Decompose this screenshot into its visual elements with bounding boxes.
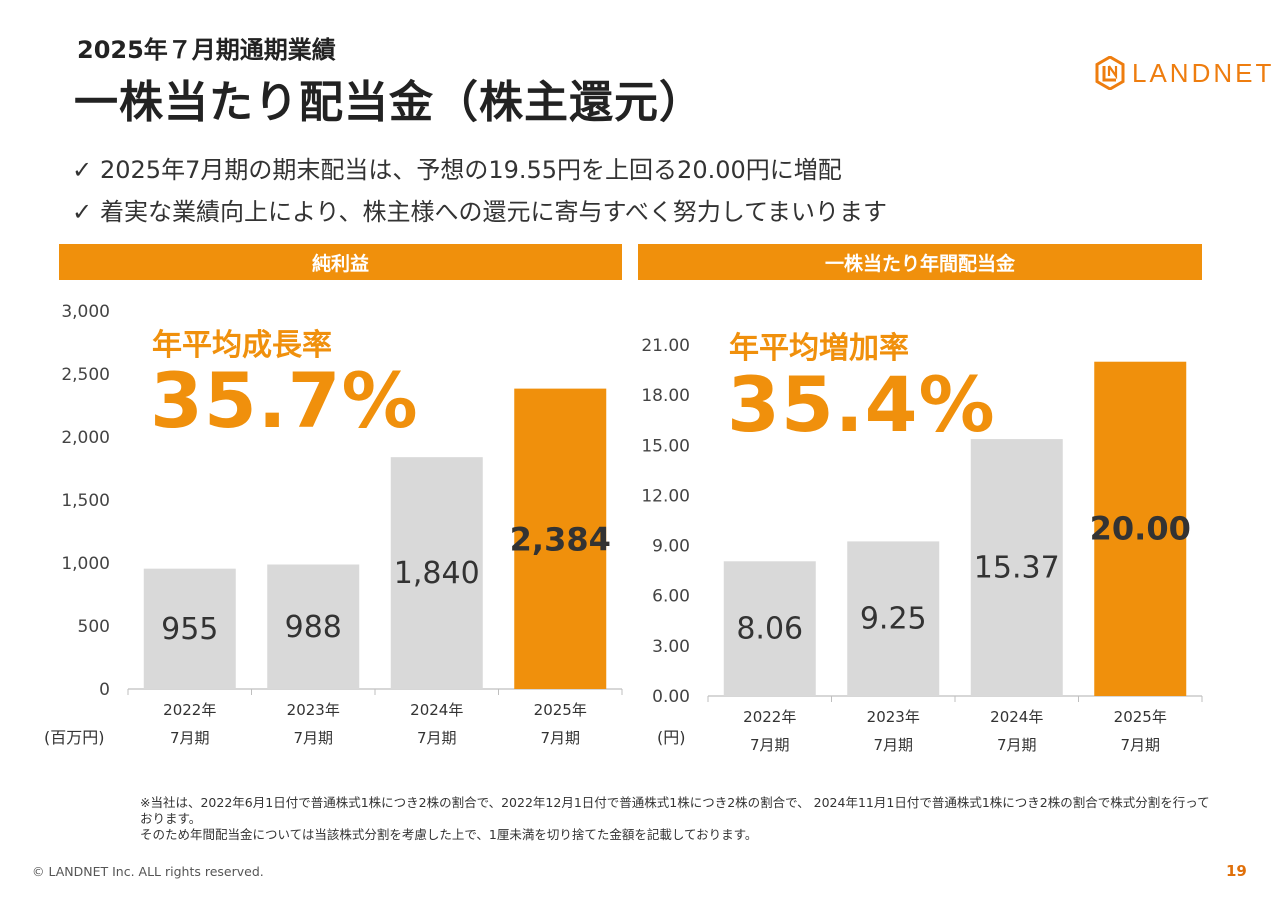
y-tick-label: 1,000 <box>61 554 110 574</box>
check-icon: ✓ <box>72 198 93 226</box>
y-tick-label: 12.00 <box>641 486 690 506</box>
growth-rate-label: 年平均成長率 <box>152 328 332 363</box>
bar-value-label: 9.25 <box>860 602 927 637</box>
x-category-label: 2023年 <box>287 701 340 719</box>
y-tick-label: 9.00 <box>652 537 690 557</box>
bar-value-label: 2,384 <box>510 521 611 559</box>
y-tick-label: 15.00 <box>641 436 690 456</box>
landnet-logo-icon <box>1095 56 1125 90</box>
copyright: © LANDNET Inc. ALL rights reserved. <box>32 864 264 879</box>
bar <box>970 439 1063 696</box>
increase-rate-label: 年平均増加率 <box>729 331 909 366</box>
y-tick-label: 6.00 <box>652 587 690 607</box>
dividend-chart-svg: 0.00 3.00 6.00 9.00 12.00 15.00 18.00 21.00 8.06… <box>641 336 1203 754</box>
page-subtitle: 2025年７月期通期業績 <box>77 36 336 64</box>
bar <box>143 568 236 689</box>
x-category-label: 2023年 <box>867 708 920 726</box>
x-category-label: 2024年 <box>410 701 463 719</box>
y-tick-label: 0.00 <box>652 687 690 707</box>
x-category-label: 7月期 <box>750 736 790 754</box>
y-tick-label: 2,500 <box>61 365 110 385</box>
footnote-line: そのため年間配当金については当該株式分割を考慮した上で、1厘未満を切り捨てた金額… <box>140 827 758 842</box>
bar <box>723 561 816 696</box>
increase-rate-value: 35.4% <box>727 360 996 449</box>
bullet-item: ✓ 着実な業績向上により、株主様への還元に寄与すべく努力してまいります <box>72 192 887 227</box>
page-number: 19 <box>1226 862 1247 880</box>
x-category-label: 7月期 <box>540 729 580 747</box>
bullet-item: ✓ 2025年7月期の期末配当は、予想の19.55円を上回る20.00円に増配 <box>72 150 842 185</box>
x-category-label: 2022年 <box>163 701 216 719</box>
x-category-label: 7月期 <box>293 729 333 747</box>
dividend-unit: (円) <box>657 728 686 747</box>
growth-rate-value: 35.7% <box>150 356 419 445</box>
y-tick-label: 3.00 <box>652 637 690 657</box>
y-tick-label: 3,000 <box>61 302 110 322</box>
logo-text: LANDNET <box>1132 57 1275 88</box>
y-tick-label: 1,500 <box>61 491 110 511</box>
net-income-heading: 純利益 <box>59 244 622 280</box>
bar-value-label: 8.06 <box>736 612 803 647</box>
bar <box>847 541 940 696</box>
y-tick-label: 21.00 <box>641 336 690 356</box>
x-category-label: 7月期 <box>997 736 1037 754</box>
y-tick-label: 18.00 <box>641 386 690 406</box>
check-icon: ✓ <box>72 156 93 184</box>
y-tick-label: 500 <box>78 617 110 637</box>
x-category-label: 7月期 <box>417 729 457 747</box>
x-category-label: 2022年 <box>743 708 796 726</box>
x-category-label: 2025年 <box>1114 708 1167 726</box>
bar-highlight <box>514 388 607 689</box>
bar <box>390 457 483 689</box>
company-logo: LANDNET <box>1095 56 1274 90</box>
x-category-label: 7月期 <box>1120 736 1160 754</box>
footnote-line: ※当社は、2022年6月1日付で普通株式1株につき2株の割合で、2022年12月… <box>140 795 1210 826</box>
y-tick-label: 2,000 <box>61 428 110 448</box>
bar-highlight <box>1094 361 1187 696</box>
net-income-chart-svg: 0 500 1,000 1,500 2,000 2,500 3,000 955 2022年 7月期… <box>61 302 623 747</box>
bullet-text: 2025年7月期の期末配当は、予想の19.55円を上回る20.00円に増配 <box>100 156 842 184</box>
bar-value-label: 20.00 <box>1090 510 1191 548</box>
footnote: ※当社は、2022年6月1日付で普通株式1株につき2株の割合で、2022年12月… <box>140 795 1220 843</box>
page-title: 一株当たり配当金（株主還元） <box>74 77 704 128</box>
bar-value-label: 988 <box>285 610 342 645</box>
x-category-label: 2024年 <box>990 708 1043 726</box>
x-category-label: 2025年 <box>534 701 587 719</box>
net-income-unit: (百万円) <box>44 728 105 747</box>
bar <box>267 564 360 689</box>
bullet-text: 着実な業績向上により、株主様への還元に寄与すべく努力してまいります <box>100 198 887 226</box>
bar-value-label: 15.37 <box>974 551 1060 586</box>
bar-value-label: 955 <box>161 612 218 647</box>
y-tick-label: 0 <box>99 680 110 700</box>
dividend-heading: 一株当たり年間配当金 <box>638 244 1202 280</box>
x-category-label: 7月期 <box>873 736 913 754</box>
bar-value-label: 1,840 <box>394 556 480 591</box>
x-category-label: 7月期 <box>170 729 210 747</box>
